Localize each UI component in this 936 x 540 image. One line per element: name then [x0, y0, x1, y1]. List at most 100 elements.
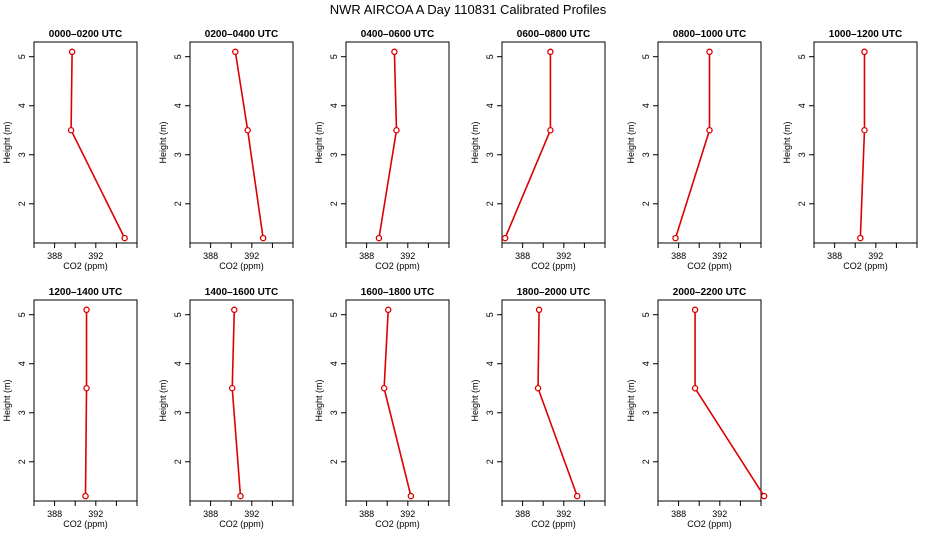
y-axis-label: Height (m) — [158, 379, 168, 421]
x-tick-label: 392 — [868, 251, 883, 261]
y-tick-label: 5 — [641, 312, 651, 317]
plot-frame — [189, 41, 294, 244]
panel-9: 1800–2000 UTC 388 392 2 3 4 5 CO2 (ppm) Height (… — [470, 287, 606, 529]
y-tick-label: 3 — [641, 152, 651, 157]
plot-frame — [657, 41, 762, 244]
data-point — [691, 384, 699, 392]
y-tick-label: 4 — [17, 361, 27, 366]
data-point — [375, 234, 383, 242]
y-tick-label: 3 — [329, 152, 339, 157]
panel-title: 1400–1600 UTC — [205, 287, 278, 298]
panel-7: 1400–1600 UTC 388 392 2 3 4 5 CO2 (ppm) Height (… — [158, 287, 294, 529]
plot-frame — [345, 41, 450, 244]
data-point — [861, 48, 868, 56]
y-tick-label: 2 — [797, 201, 807, 206]
x-tick-label: 388 — [515, 509, 530, 519]
y-tick-label: 3 — [641, 410, 651, 415]
profile-line — [84, 309, 88, 497]
profile-line — [504, 51, 552, 239]
y-tick-label: 3 — [485, 410, 495, 415]
y-tick-label: 2 — [485, 201, 495, 206]
y-tick-label: 5 — [641, 54, 651, 59]
x-tick-label: 392 — [244, 251, 259, 261]
profile-line — [674, 51, 711, 239]
x-tick-label: 388 — [671, 509, 686, 519]
x-tick-label: 392 — [88, 509, 103, 519]
data-point — [380, 384, 388, 392]
profile-line — [859, 51, 866, 239]
plot-frame — [501, 299, 606, 502]
x-axis-label: CO2 (ppm) — [843, 261, 888, 271]
y-axis-label: Height (m) — [2, 379, 12, 421]
data-point — [861, 126, 868, 134]
y-tick-label: 4 — [173, 361, 183, 366]
data-point — [573, 492, 581, 500]
y-tick-label: 5 — [329, 312, 339, 317]
data-point — [83, 384, 90, 392]
x-axis-label: CO2 (ppm) — [687, 261, 732, 271]
panel-5: 1000–1200 UTC 388 392 2 3 4 5 CO2 (ppm) Height (… — [782, 29, 918, 271]
y-tick-label: 2 — [329, 201, 339, 206]
panel-title: 1000–1200 UTC — [829, 29, 902, 40]
x-axis-label: CO2 (ppm) — [63, 519, 108, 529]
data-point — [67, 126, 75, 134]
y-tick-label: 2 — [641, 459, 651, 464]
y-tick-label: 4 — [641, 103, 651, 108]
y-tick-label: 3 — [173, 152, 183, 157]
data-point — [760, 492, 768, 500]
profile-line — [70, 51, 126, 239]
panel-title: 1600–1800 UTC — [361, 287, 434, 298]
y-tick-label: 4 — [329, 103, 339, 108]
x-tick-label: 388 — [515, 251, 530, 261]
data-point — [534, 384, 542, 392]
y-tick-label: 2 — [641, 201, 651, 206]
data-point — [384, 306, 392, 314]
y-tick-label: 5 — [797, 54, 807, 59]
y-tick-label: 3 — [329, 410, 339, 415]
panel-8: 1600–1800 UTC 388 392 2 3 4 5 CO2 (ppm) Height (… — [314, 287, 450, 529]
panel-2: 0400–0600 UTC 388 392 2 3 4 5 CO2 (ppm) Height (… — [314, 29, 450, 271]
panel-4: 0800–1000 UTC 388 392 2 3 4 5 CO2 (ppm) Height (… — [626, 29, 762, 271]
y-tick-label: 4 — [485, 361, 495, 366]
y-tick-label: 5 — [329, 54, 339, 59]
x-tick-label: 388 — [203, 509, 218, 519]
data-point — [547, 48, 554, 56]
data-point — [83, 306, 90, 314]
x-tick-label: 392 — [400, 251, 415, 261]
y-tick-label: 5 — [173, 54, 183, 59]
profile-line — [537, 309, 578, 497]
y-axis-label: Height (m) — [158, 121, 168, 163]
y-tick-label: 2 — [173, 201, 183, 206]
y-tick-label: 2 — [17, 459, 27, 464]
x-axis-label: CO2 (ppm) — [375, 519, 420, 529]
y-tick-label: 5 — [485, 312, 495, 317]
y-tick-label: 4 — [797, 103, 807, 108]
x-axis-label: CO2 (ppm) — [531, 519, 576, 529]
data-point — [407, 492, 415, 500]
y-tick-label: 2 — [485, 459, 495, 464]
panel-title: 0400–0600 UTC — [361, 29, 434, 40]
profile-line — [383, 309, 412, 497]
y-tick-label: 3 — [173, 410, 183, 415]
x-tick-label: 388 — [203, 251, 218, 261]
data-point — [706, 126, 713, 134]
panel-title: 1800–2000 UTC — [517, 287, 590, 298]
data-point — [231, 306, 238, 314]
x-tick-label: 388 — [827, 251, 842, 261]
data-point — [121, 234, 128, 242]
panel-title: 0000–0200 UTC — [49, 29, 122, 40]
plot-frame — [189, 299, 294, 502]
y-axis-label: Height (m) — [470, 121, 480, 163]
data-point — [706, 48, 713, 56]
y-tick-label: 3 — [17, 410, 27, 415]
x-axis-label: CO2 (ppm) — [375, 261, 420, 271]
plot-frame — [813, 41, 918, 244]
figure-title: NWR AIRCOA A Day 110831 Calibrated Profi… — [329, 2, 607, 17]
panel-title: 1200–1400 UTC — [49, 287, 122, 298]
data-point — [68, 48, 76, 56]
data-point — [691, 306, 699, 314]
data-point — [547, 126, 554, 134]
y-axis-label: Height (m) — [470, 379, 480, 421]
x-tick-label: 388 — [359, 251, 374, 261]
